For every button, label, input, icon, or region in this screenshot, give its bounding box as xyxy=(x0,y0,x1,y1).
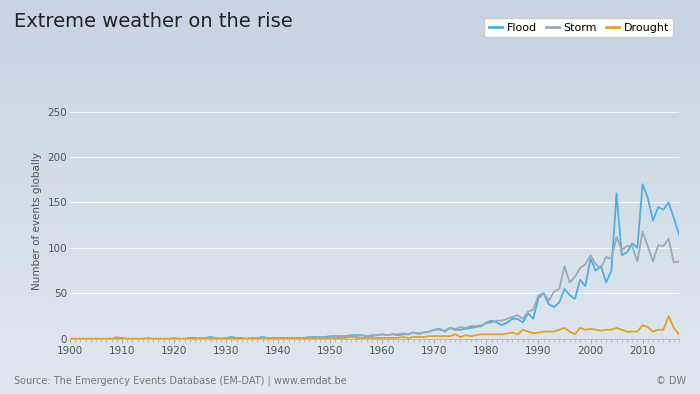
Text: Extreme weather on the rise: Extreme weather on the rise xyxy=(14,12,293,31)
Y-axis label: Number of events globally: Number of events globally xyxy=(32,152,42,290)
Text: Source: The Emergency Events Database (EM-DAT) | www.emdat.be: Source: The Emergency Events Database (E… xyxy=(14,375,346,386)
Text: © DW: © DW xyxy=(656,376,686,386)
Legend: Flood, Storm, Drought: Flood, Storm, Drought xyxy=(484,18,673,37)
